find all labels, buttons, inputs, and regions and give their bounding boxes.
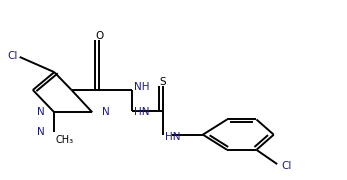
Text: CH₃: CH₃ bbox=[56, 135, 74, 145]
Text: Cl: Cl bbox=[7, 51, 17, 60]
Text: S: S bbox=[160, 77, 167, 87]
Text: N: N bbox=[37, 127, 44, 137]
Text: N: N bbox=[102, 107, 110, 117]
Text: N: N bbox=[37, 107, 44, 117]
Text: Cl: Cl bbox=[281, 161, 292, 171]
Text: HN: HN bbox=[134, 107, 149, 117]
Text: HN: HN bbox=[165, 132, 180, 142]
Text: NH: NH bbox=[134, 82, 149, 92]
Text: O: O bbox=[95, 31, 103, 40]
